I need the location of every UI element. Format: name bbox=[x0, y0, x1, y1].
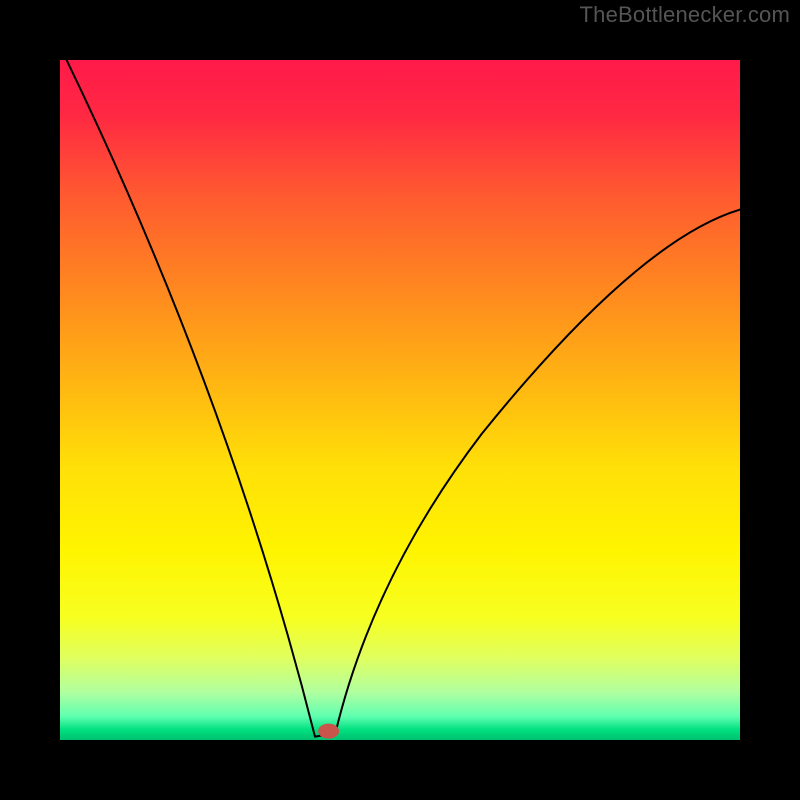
watermark-text: TheBottlenecker.com bbox=[580, 2, 790, 28]
plot-background bbox=[60, 60, 740, 740]
minimum-marker bbox=[319, 724, 339, 738]
bottleneck-chart-svg bbox=[0, 0, 800, 800]
stage: TheBottlenecker.com bbox=[0, 0, 800, 800]
